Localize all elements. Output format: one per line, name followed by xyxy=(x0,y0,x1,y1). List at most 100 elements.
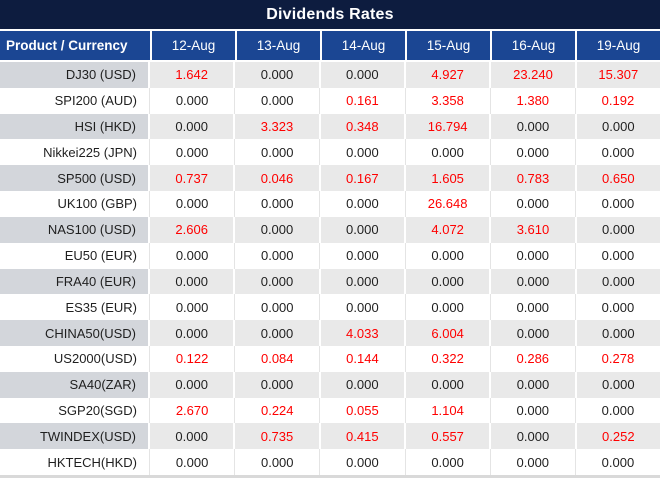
value-cell: 0.000 xyxy=(404,294,490,321)
value-cell: 0.000 xyxy=(404,449,490,475)
column-header-date: 13-Aug xyxy=(235,31,320,60)
value-cell: 0.000 xyxy=(574,294,660,321)
value-cell: 0.000 xyxy=(489,242,575,269)
value-cell: 0.122 xyxy=(175,351,209,367)
value-cell: 4.033 xyxy=(318,320,404,346)
value-cell: 0.000 xyxy=(175,454,209,470)
value-cell: 0.046 xyxy=(233,165,319,192)
table-row: EU50 (EUR) 0.000 0.000 0.000 0.000 0.000 0.000 xyxy=(0,242,660,269)
value-cell: 0.192 xyxy=(574,87,660,114)
value-cell: 0.000 xyxy=(574,242,660,269)
value-cell: 0.557 xyxy=(403,423,490,450)
value-cell: 0.000 xyxy=(319,139,404,166)
value-cell: 0.000 xyxy=(574,320,660,346)
column-header-date: 19-Aug xyxy=(575,31,660,60)
product-cell: EU50 (EUR) xyxy=(0,242,150,269)
value-cell: 0.000 xyxy=(234,242,319,269)
value-cell: 0.737 xyxy=(150,165,234,192)
value-cell: 0.000 xyxy=(489,371,575,398)
value-cell: 2.670 xyxy=(175,402,209,418)
value-cell: 0.000 xyxy=(175,196,209,212)
table-row: HSI (HKD) 0.000 3.323 0.348 16.794 0.000 0.000 xyxy=(0,113,660,140)
value-cell: 0.000 xyxy=(574,113,660,140)
table-row: ES35 (EUR) 0.000 0.000 0.000 0.000 0.000 0.000 xyxy=(0,294,660,321)
value-cell: 0.000 xyxy=(403,371,490,398)
value-cell: 0.000 xyxy=(175,93,209,109)
value-cell: 0.000 xyxy=(150,113,234,140)
value-cell: 4.072 xyxy=(403,216,490,243)
value-cell: 0.000 xyxy=(319,294,404,321)
value-cell: 0.348 xyxy=(318,113,404,140)
value-cell: 0.000 xyxy=(175,248,209,264)
table-row: US2000(USD) 0.122 0.084 0.144 0.322 0.286 0.27… xyxy=(0,345,660,372)
value-cell: 0.000 xyxy=(234,87,319,114)
column-header-date: 14-Aug xyxy=(320,31,405,60)
value-cell: 0.000 xyxy=(319,242,404,269)
value-cell: 0.000 xyxy=(234,191,319,217)
value-cell: 0.000 xyxy=(150,268,234,295)
value-cell: 0.000 xyxy=(574,216,660,243)
table-row: SA40(ZAR) 0.000 0.000 0.000 0.000 0.000 0.000 xyxy=(0,371,660,398)
value-cell: 0.084 xyxy=(234,345,319,372)
product-cell: TWINDEX(USD) xyxy=(0,423,150,450)
product-cell: NAS100 (USD) xyxy=(0,216,150,243)
value-cell: 0.000 xyxy=(234,294,319,321)
value-cell: 15.307 xyxy=(574,62,660,88)
product-cell: HKTECH(HKD) xyxy=(0,449,150,475)
value-cell: 0.000 xyxy=(489,191,575,217)
product-cell: FRA40 (EUR) xyxy=(0,268,150,295)
value-cell: 23.240 xyxy=(489,62,575,88)
value-cell: 0.322 xyxy=(404,345,490,372)
value-cell: 0.783 xyxy=(489,165,575,192)
column-header-date: 12-Aug xyxy=(150,31,235,60)
value-cell: 0.286 xyxy=(489,345,575,372)
table-row: HKTECH(HKD) 0.000 0.000 0.000 0.000 0.000 0.00… xyxy=(0,449,660,475)
value-cell: 1.380 xyxy=(489,87,575,114)
value-cell: 0.000 xyxy=(233,320,319,346)
value-cell: 0.000 xyxy=(234,449,319,475)
value-cell: 0.000 xyxy=(404,139,490,166)
value-cell: 0.000 xyxy=(233,216,319,243)
value-cell: 0.055 xyxy=(319,397,404,424)
table-title: Dividends Rates xyxy=(0,0,660,31)
value-cell: 0.000 xyxy=(489,268,575,295)
product-currency-header: Product / Currency xyxy=(6,38,128,53)
value-cell: 0.000 xyxy=(489,320,575,346)
value-cell: 0.650 xyxy=(574,165,660,192)
value-cell: 0.000 xyxy=(150,423,234,450)
value-cell: 0.000 xyxy=(489,139,575,166)
value-cell: 0.000 xyxy=(318,62,404,88)
product-cell: Nikkei225 (JPN) xyxy=(0,139,150,166)
table-row: CHINA50(USD) 0.000 0.000 4.033 6.004 0.000 0.0… xyxy=(0,320,660,346)
product-cell: SPI200 (AUD) xyxy=(0,87,150,114)
table-row: FRA40 (EUR) 0.000 0.000 0.000 0.000 0.000 0.00… xyxy=(0,268,660,295)
product-cell: DJ30 (USD) xyxy=(0,62,150,88)
value-cell: 0.000 xyxy=(489,113,575,140)
value-cell: 0.000 xyxy=(150,320,234,346)
value-cell: 0.000 xyxy=(319,191,404,217)
product-cell: SP500 (USD) xyxy=(0,165,150,192)
value-cell: 1.605 xyxy=(403,165,490,192)
column-header-date: 16-Aug xyxy=(490,31,575,60)
value-cell: 0.000 xyxy=(318,268,404,295)
value-cell: 0.000 xyxy=(319,449,404,475)
product-cell: SA40(ZAR) xyxy=(0,371,150,398)
value-cell: 0.000 xyxy=(404,242,490,269)
value-cell: 0.000 xyxy=(233,268,319,295)
value-cell: 0.000 xyxy=(574,191,660,217)
value-cell: 0.252 xyxy=(574,423,660,450)
table-row: SP500 (USD) 0.737 0.046 0.167 1.605 0.783 0.65… xyxy=(0,165,660,192)
table-row: Nikkei225 (JPN) 0.000 0.000 0.000 0.000 0.000… xyxy=(0,139,660,166)
value-cell: 0.000 xyxy=(175,299,209,315)
table-bottom-border xyxy=(0,475,660,478)
value-cell: 0.000 xyxy=(574,139,660,166)
value-cell: 0.000 xyxy=(233,62,319,88)
value-cell: 0.000 xyxy=(403,268,490,295)
product-cell: HSI (HKD) xyxy=(0,113,150,140)
value-cell: 3.358 xyxy=(404,87,490,114)
value-cell: 16.794 xyxy=(403,113,490,140)
value-cell: 0.161 xyxy=(319,87,404,114)
value-cell: 3.323 xyxy=(233,113,319,140)
value-cell: 0.000 xyxy=(318,371,404,398)
